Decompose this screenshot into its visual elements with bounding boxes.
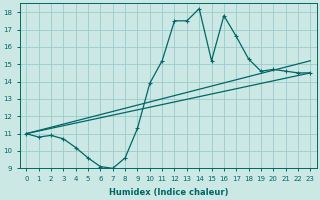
X-axis label: Humidex (Indice chaleur): Humidex (Indice chaleur) (108, 188, 228, 197)
